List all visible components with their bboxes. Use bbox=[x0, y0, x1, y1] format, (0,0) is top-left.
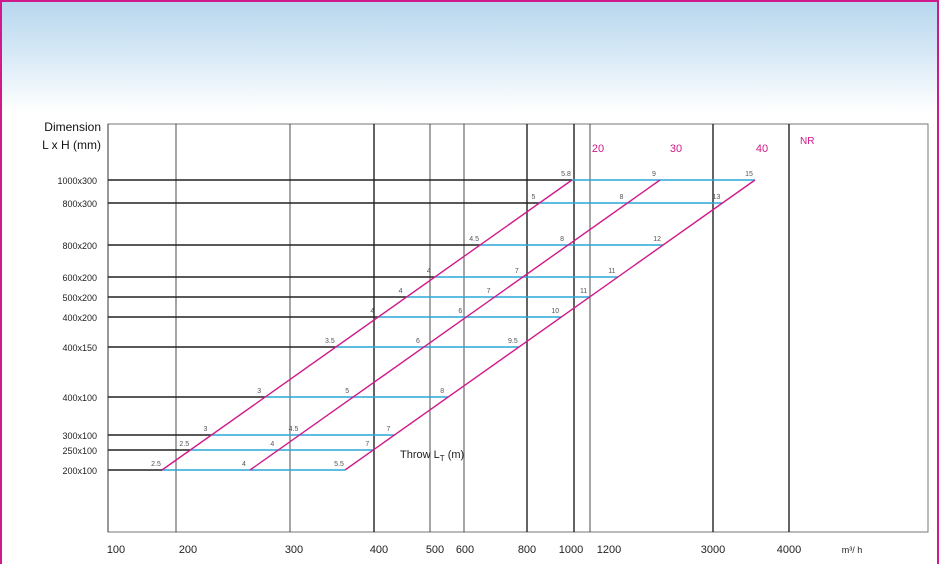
throw-value-label: 9.5 bbox=[508, 338, 518, 345]
throw-value-label: 4 bbox=[399, 288, 403, 295]
labels-layer: 100 200 300 400 500 600 800 1000 1200 3000 4000 m³/… bbox=[57, 136, 862, 556]
throw-value-label: 2.5 bbox=[179, 441, 189, 448]
y-tick-label: 250x100 bbox=[62, 446, 97, 456]
throw-lines-layer bbox=[162, 179, 755, 471]
y-tick-label: 200x100 bbox=[62, 466, 97, 476]
y-tick-label: 800x200 bbox=[62, 241, 97, 251]
throw-value-label: 5 bbox=[532, 194, 536, 201]
throw-value-label: 4 bbox=[270, 441, 274, 448]
y-tick-label: 800x300 bbox=[62, 199, 97, 209]
y-tick-label: 400x150 bbox=[62, 343, 97, 353]
throw-value-label: 7 bbox=[487, 288, 491, 295]
nr-curve-40 bbox=[344, 179, 756, 471]
throw-value-label: 4 bbox=[370, 308, 374, 315]
nr-curve-30 bbox=[249, 179, 661, 471]
throw-value-label: 9 bbox=[652, 171, 656, 178]
throw-value-label: 4 bbox=[242, 461, 246, 468]
nr-label-30: 30 bbox=[670, 143, 682, 155]
x-tick-label: 4000 bbox=[777, 544, 801, 556]
throw-value-label: 10 bbox=[551, 308, 559, 315]
y-tick-label: 400x100 bbox=[62, 393, 97, 403]
throw-value-label: 8 bbox=[560, 236, 564, 243]
nr-curves-layer bbox=[161, 179, 756, 471]
throw-value-label: 3 bbox=[257, 388, 261, 395]
y-tick-label: 500x200 bbox=[62, 293, 97, 303]
y-axis-title-line1: Dimension bbox=[44, 120, 101, 134]
throw-value-label: 11 bbox=[608, 268, 615, 275]
y-axis-title-line2: L x H (mm) bbox=[42, 138, 101, 152]
nr-curve-20 bbox=[161, 179, 573, 471]
throw-value-label: 8 bbox=[620, 194, 624, 201]
throw-value-label: 3.5 bbox=[325, 338, 335, 345]
throw-value-label: 6 bbox=[416, 338, 420, 345]
grid-layer bbox=[107, 123, 929, 533]
throw-value-label: 5.5 bbox=[334, 461, 344, 468]
x-tick-label: 800 bbox=[518, 544, 536, 556]
throw-value-label: 11 bbox=[580, 288, 587, 295]
x-unit-label: m³/ h bbox=[842, 545, 863, 555]
nr-label-20: 20 bbox=[592, 143, 604, 155]
y-tick-label: 1000x300 bbox=[57, 176, 97, 186]
x-tick-label: 200 bbox=[179, 544, 197, 556]
throw-value-label: 13 bbox=[713, 194, 721, 201]
x-tick-label: 500 bbox=[426, 544, 444, 556]
throw-value-label: 6 bbox=[458, 308, 462, 315]
y-tick-label: 300x100 bbox=[62, 431, 97, 441]
x-tick-label: 400 bbox=[370, 544, 388, 556]
throw-value-label: 2.5 bbox=[151, 461, 161, 468]
x-tick-label: 300 bbox=[285, 544, 303, 556]
throw-value-label: 4.5 bbox=[469, 236, 479, 243]
nr-title: NR bbox=[800, 136, 814, 147]
x-tick-label: 100 bbox=[107, 544, 125, 556]
throw-value-label: 4.5 bbox=[289, 426, 299, 433]
throw-value-label: 7 bbox=[365, 441, 369, 448]
throw-value-label: 3 bbox=[204, 426, 208, 433]
throw-axis-label: Throw LT (m) bbox=[400, 449, 464, 463]
throw-value-label: 7 bbox=[515, 268, 519, 275]
throw-value-label: 8 bbox=[440, 388, 444, 395]
x-tick-label: 1000 bbox=[559, 544, 583, 556]
y-tick-label: 600x200 bbox=[62, 273, 97, 283]
x-tick-label: 600 bbox=[456, 544, 474, 556]
throw-value-label: 15 bbox=[745, 171, 753, 178]
throw-value-label: 7 bbox=[387, 426, 391, 433]
throw-value-label: 5.8 bbox=[561, 171, 571, 178]
throw-value-label: 4 bbox=[427, 268, 431, 275]
throw-value-label: 5 bbox=[345, 388, 349, 395]
throw-value-label: 12 bbox=[653, 236, 661, 243]
nr-label-40: 40 bbox=[756, 143, 768, 155]
y-tick-label: 400x200 bbox=[62, 313, 97, 323]
x-tick-label: 3000 bbox=[701, 544, 725, 556]
x-tick-label: 1200 bbox=[597, 544, 621, 556]
